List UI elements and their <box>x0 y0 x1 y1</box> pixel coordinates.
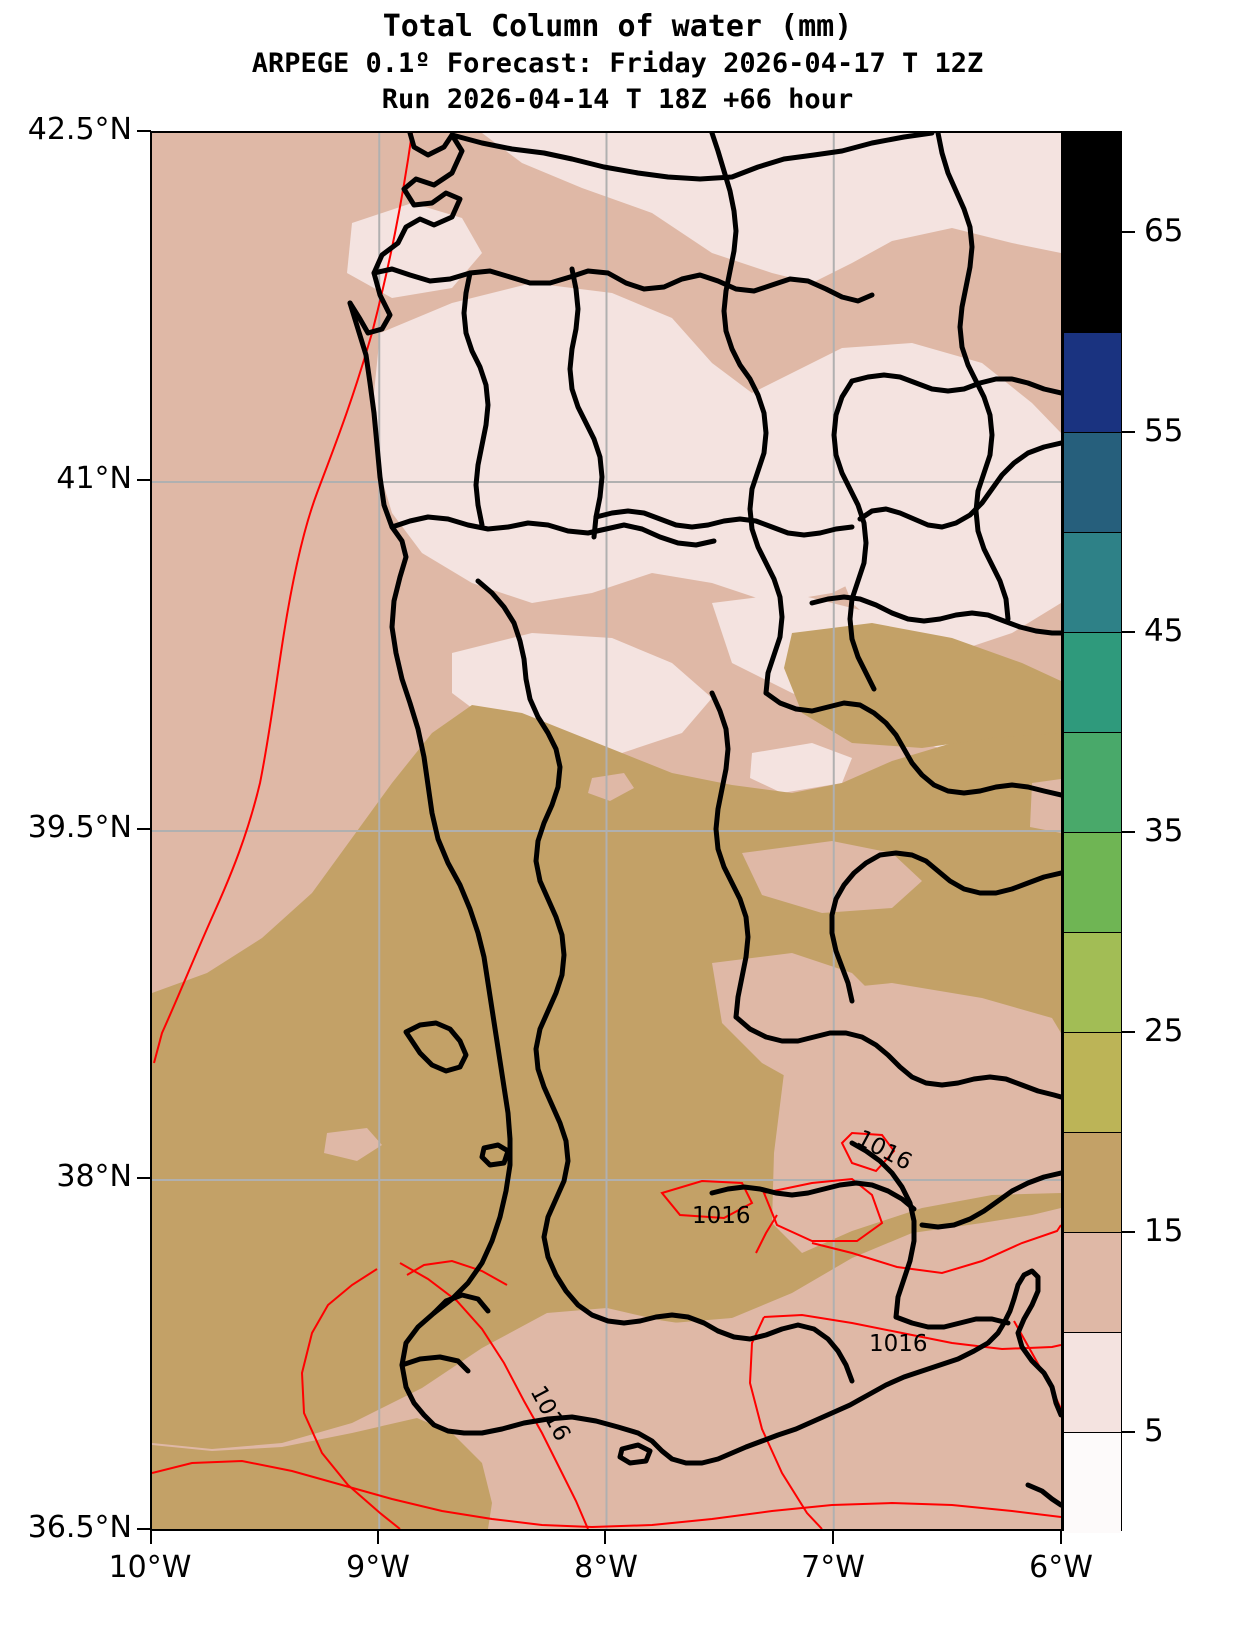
colorbar-separator-1 <box>1064 1432 1121 1433</box>
colorbar-band-3 <box>1064 1132 1121 1233</box>
colorbar-separator-9 <box>1064 632 1121 633</box>
colorbar-band-7 <box>1064 732 1121 833</box>
ytick-label-2: 39.5°N <box>27 810 132 845</box>
figure-title-block: Total Column of water (mm) ARPEGE 0.1º F… <box>0 0 1235 118</box>
colorbar-band-12 <box>1064 232 1121 333</box>
coastline-and-borders <box>347 133 1061 1508</box>
colorbar-label-45: 45 <box>1144 613 1184 649</box>
colorbar[interactable] <box>1063 131 1122 1533</box>
colorbar-tick-65 <box>1122 231 1135 233</box>
field-band-10-15-east <box>832 373 1061 653</box>
figure-run-line: Run 2026-04-14 T 18Z +66 hour <box>381 84 854 115</box>
xtick-label-3: 7°W <box>801 1550 865 1585</box>
colorbar-band-10 <box>1064 432 1121 533</box>
colorbar-tick-25 <box>1122 1031 1135 1033</box>
colorbar-separator-13 <box>1064 232 1121 233</box>
colorbar-tick-45 <box>1122 631 1135 633</box>
colorbar-label-35: 35 <box>1144 813 1184 849</box>
field-band-10-15-sm1 <box>750 743 852 793</box>
colorbar-band-11 <box>1064 332 1121 433</box>
map-canvas: 1016 1016 1016 1016 <box>152 133 1061 1529</box>
mslp-contours <box>152 133 1061 1529</box>
map-gridlines <box>152 133 1061 1529</box>
figure-title: Total Column of water (mm) <box>382 9 853 44</box>
colorbar-label-5: 5 <box>1144 1413 1164 1449</box>
ytick-label-0: 36.5°N <box>27 1510 132 1545</box>
colorbar-separator-4 <box>1064 1132 1121 1133</box>
field-band-20-25-extension <box>784 623 1061 748</box>
xtick-label-4: 6°W <box>1029 1550 1093 1585</box>
colorbar-band-9 <box>1064 532 1121 633</box>
xtick-label-1: 9°W <box>346 1550 410 1585</box>
colorbar-separator-11 <box>1064 432 1121 433</box>
ytick-label-1: 38°N <box>56 1159 132 1194</box>
colorbar-band-6 <box>1064 832 1121 933</box>
colorbar-label-25: 25 <box>1144 1013 1184 1049</box>
colorbar-label-15: 15 <box>1144 1213 1184 1249</box>
colorbar-separator-7 <box>1064 832 1121 833</box>
colorbar-band-2 <box>1064 1232 1121 1333</box>
isobar-label-1016-c: 1016 <box>869 1331 928 1357</box>
colorbar-band-4 <box>1064 1032 1121 1133</box>
colorbar-band-13 <box>1064 132 1121 233</box>
colorbar-band-8 <box>1064 632 1121 733</box>
colorbar-label-65: 65 <box>1144 213 1184 249</box>
colorbar-band-5 <box>1064 932 1121 1033</box>
colorbar-tick-5 <box>1122 1431 1135 1433</box>
colorbar-label-55: 55 <box>1144 413 1184 449</box>
field-hole-15-20-d <box>588 773 634 801</box>
colorbar-tick-15 <box>1122 1231 1135 1233</box>
figure-subtitle: ARPEGE 0.1º Forecast: Friday 2026-04-17 … <box>251 48 984 79</box>
xtick-label-0: 10°W <box>108 1550 192 1585</box>
colorbar-tick-55 <box>1122 431 1135 433</box>
colorbar-band-0 <box>1064 1432 1121 1533</box>
colorbar-band-1 <box>1064 1332 1121 1433</box>
field-hole-15-20-c <box>324 1128 382 1161</box>
colorbar-separator-6 <box>1064 932 1121 933</box>
ytick-label-4: 42.5°N <box>27 112 132 147</box>
field-band-20-25-swcorner <box>152 1418 492 1529</box>
colorbar-tick-35 <box>1122 831 1135 833</box>
isobar-label-1016-b: 1016 <box>692 1203 751 1229</box>
colorbar-separator-10 <box>1064 532 1121 533</box>
colorbar-separator-12 <box>1064 332 1121 333</box>
ytick-label-3: 41°N <box>56 461 132 496</box>
colorbar-separator-5 <box>1064 1032 1121 1033</box>
colorbar-separator-3 <box>1064 1232 1121 1233</box>
colorbar-separator-2 <box>1064 1332 1121 1333</box>
xtick-label-2: 8°W <box>574 1550 638 1585</box>
field-band-10-15-nw <box>347 203 482 298</box>
map-panel[interactable]: 1016 1016 1016 1016 <box>150 131 1063 1531</box>
map-graphics: 1016 1016 1016 1016 <box>152 133 1061 1529</box>
colorbar-separator-8 <box>1064 732 1121 733</box>
